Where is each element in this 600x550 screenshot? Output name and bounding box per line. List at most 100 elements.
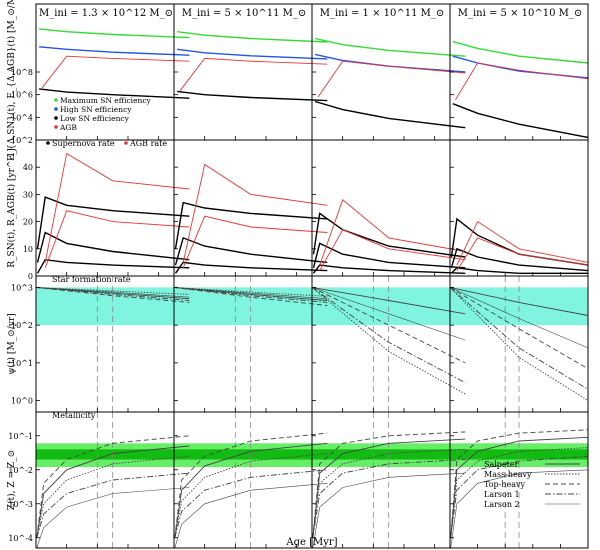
ytick-label-1-2: 20 <box>23 218 33 227</box>
series-3-2-2 <box>312 431 466 538</box>
series-2-2-4 <box>311 287 466 341</box>
ytick-label-0-0: 10^2 <box>11 136 33 145</box>
ytick-label-0-3: 10^8 <box>11 68 33 77</box>
series-0-1-2 <box>177 90 328 102</box>
series-1-2-2 <box>312 264 466 274</box>
legend-max-sn: Maximum SN efficiency <box>60 96 152 105</box>
series-2-3-4 <box>449 287 589 349</box>
series-1-1-4 <box>182 215 328 268</box>
series-3-1-3 <box>174 469 328 538</box>
y-label-metallicity: Z(t), Z = Z_⊙ <box>6 450 17 510</box>
metallicity-band-inner-0 <box>36 449 174 460</box>
series-3-2-0 <box>312 438 466 538</box>
legend-marker-agb-rate <box>124 141 128 145</box>
column-title-0: M_ini = 1.3 × 10^12 M_⊙ <box>39 8 173 19</box>
legend-model-larson2: Larson 2 <box>484 500 520 509</box>
series-0-3-2 <box>452 103 589 139</box>
series-3-3-0 <box>450 436 589 538</box>
series-2-0-3 <box>35 286 190 301</box>
series-0-0-3 <box>41 55 190 89</box>
series-1-3-4 <box>456 237 589 271</box>
legend-high-sn: High SN efficiency <box>60 105 132 114</box>
panel-frame-0-2 <box>311 3 451 141</box>
series-2-2-3 <box>311 287 466 383</box>
series-1-1-3 <box>182 163 328 263</box>
column-title-2: M_ini = 1 × 10^11 M_⊙ <box>320 8 445 19</box>
row-title-metallicity: Metallicity <box>52 411 96 420</box>
series-3-3-4 <box>450 469 589 549</box>
metallicity-band-inner-1 <box>174 449 312 460</box>
column-title-3: M_ini = 5 × 10^10 M_⊙ <box>458 8 583 19</box>
panel-frame-1-3 <box>449 139 589 277</box>
ytick-label-3-3: 10^-1 <box>8 432 33 441</box>
series-3-1-4 <box>174 483 328 549</box>
legend-agb: AGB <box>59 123 77 132</box>
series-3-0-3 <box>36 472 190 538</box>
series-0-1-0 <box>177 31 328 43</box>
ytick-label-1-1: 10 <box>23 245 33 254</box>
panel-frame-1-2 <box>311 139 451 277</box>
ytick-label-2-0: 10^0 <box>11 397 33 406</box>
series-3-1-1 <box>174 453 328 538</box>
x-axis-label: Age [Myr] <box>285 537 337 548</box>
series-2-1-4 <box>173 287 328 299</box>
series-0-3-3 <box>455 62 589 100</box>
series-3-0-1 <box>36 455 190 538</box>
series-2-2-1 <box>311 287 466 395</box>
series-0-0-2 <box>39 88 190 99</box>
ytick-label-2-2: 10^2 <box>11 321 33 330</box>
series-1-2-1 <box>312 242 466 269</box>
series-2-2-0 <box>311 286 466 315</box>
sfr-band-2 <box>312 287 450 326</box>
row-title-sn-rate: Supernova rate <box>52 139 115 148</box>
panel-frame-0-3 <box>449 3 589 141</box>
series-0-3-1 <box>452 55 589 79</box>
series-1-0-0 <box>36 196 190 249</box>
panel-frame-3-1 <box>173 411 313 549</box>
series-1-3-3 <box>456 220 589 266</box>
y-label-rate: R_SN(t), R_AGB(t) [yr^-1] <box>6 148 17 267</box>
legend-model-top-heavy: Top-heavy <box>484 480 526 489</box>
series-0-3-0 <box>452 40 589 64</box>
series-2-3-2 <box>449 287 589 370</box>
series-3-2-4 <box>312 472 466 549</box>
ytick-label-3-2: 10^-2 <box>8 466 33 475</box>
series-1-1-2 <box>174 261 328 274</box>
ytick-label-2-3: 10^3 <box>11 283 33 292</box>
legend-marker-3 <box>54 125 58 129</box>
series-1-3-2 <box>450 267 588 274</box>
series-0-0-1 <box>39 46 190 56</box>
metallicity-band-inner-2 <box>312 449 450 460</box>
legend-model-larson1: Larson 1 <box>484 490 520 499</box>
ytick-label-1-4: 40 <box>23 163 33 172</box>
series-3-0-2 <box>36 435 190 538</box>
legend-model-salpeter: Salpeter <box>484 460 519 469</box>
column-title-1: M_ini = 5 × 10^11 M_⊙ <box>182 8 307 19</box>
row-title-star-formation: Star formation rate <box>52 275 131 284</box>
ytick-label-1-0: 0 <box>28 272 33 281</box>
series-2-0-4 <box>35 287 190 298</box>
series-1-0-3 <box>44 152 190 263</box>
legend-marker-0 <box>54 98 58 102</box>
series-0-1-3 <box>179 57 328 91</box>
ytick-label-0-1: 10^4 <box>11 113 33 122</box>
series-3-0-4 <box>36 487 190 549</box>
sfr-band-1 <box>174 287 312 326</box>
series-1-1-0 <box>174 201 328 249</box>
legend-marker-2 <box>54 116 58 120</box>
series-3-1-0 <box>174 442 328 538</box>
series-0-2-2 <box>314 100 466 129</box>
series-1-2-4 <box>319 229 466 271</box>
series-2-2-2 <box>311 286 466 364</box>
row-title-agb-rate: AGB rate <box>129 139 167 148</box>
ytick-label-2-1: 10^1 <box>11 359 33 368</box>
series-0-2-1 <box>314 53 466 73</box>
ytick-label-3-0: 10^-4 <box>8 534 33 543</box>
series-2-1-3 <box>173 286 328 303</box>
legend-low-sn: Low SN efficiency <box>60 114 130 123</box>
y-label-sfr: ψ(t) [M_⊙/yr] <box>6 313 17 374</box>
series-1-3-1 <box>450 247 589 272</box>
series-1-1-1 <box>174 236 328 266</box>
series-1-0-1 <box>36 231 190 263</box>
